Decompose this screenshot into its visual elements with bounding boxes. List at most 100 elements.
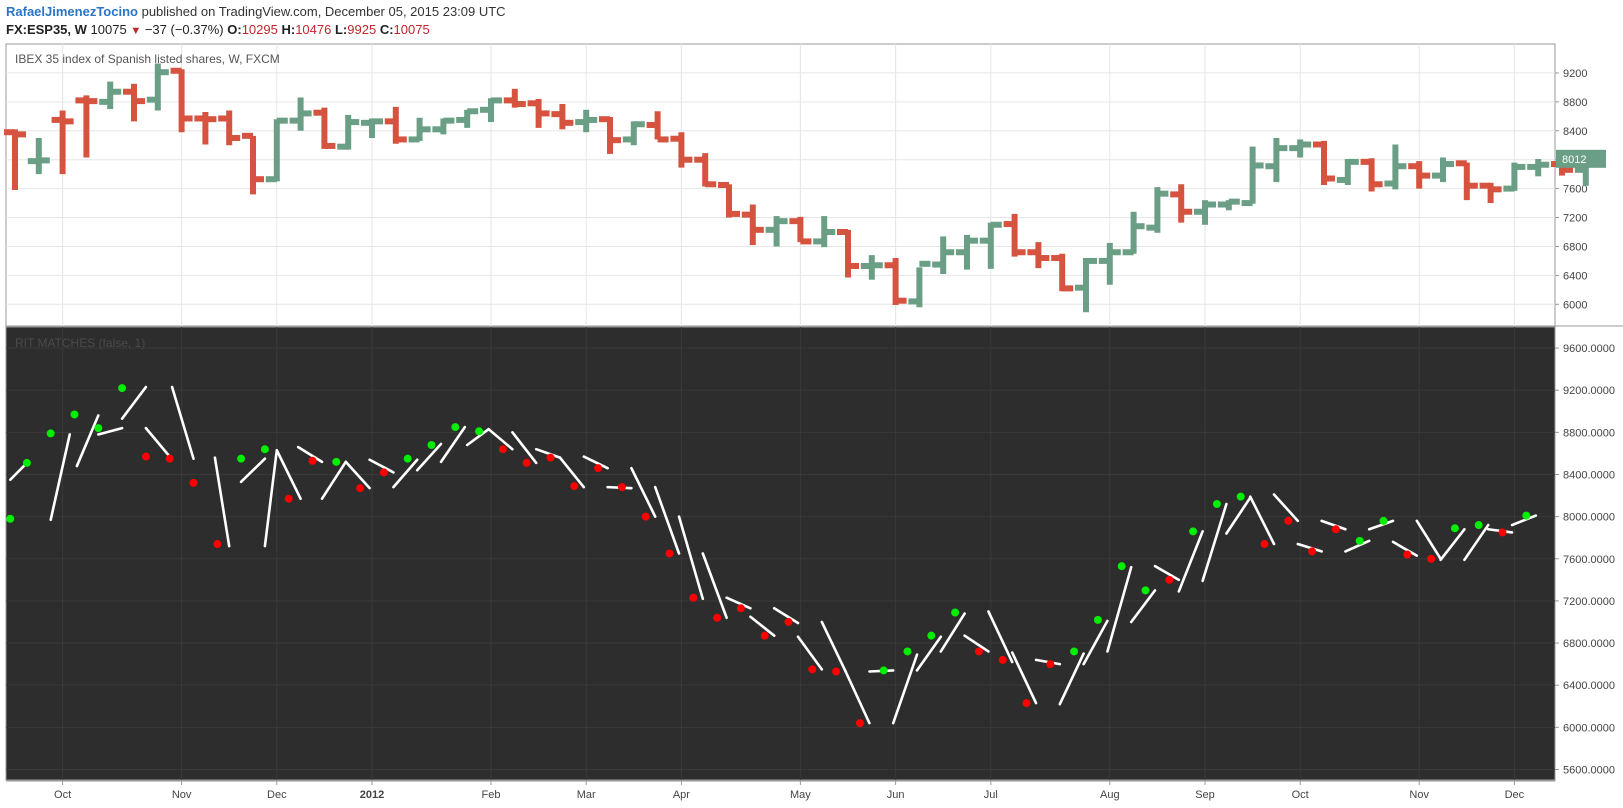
green-match-point — [927, 631, 936, 640]
indicator-line-segment — [49, 433, 72, 522]
indicator-line-segment — [1320, 519, 1347, 531]
red-match-point — [213, 540, 222, 549]
indicator-pane — [5, 326, 1556, 781]
price-y-tick-label: 7200 — [1563, 213, 1587, 225]
indicator-line-segment — [344, 460, 371, 490]
red-match-point — [665, 549, 674, 558]
indicator-line-segment — [239, 457, 267, 484]
red-match-point — [1165, 575, 1174, 584]
red-match-point — [141, 452, 150, 461]
x-tick-label: Sep — [1195, 789, 1215, 801]
x-tick-label: Dec — [1505, 789, 1525, 801]
red-match-point — [1046, 660, 1055, 669]
green-match-point — [22, 458, 31, 467]
red-match-point — [1403, 550, 1412, 559]
green-match-point — [332, 457, 341, 466]
x-tick-label: 2012 — [360, 789, 384, 801]
green-match-point — [1117, 562, 1126, 571]
x-tick-label: Nov — [1409, 789, 1429, 801]
indicator-line-segment — [1177, 530, 1204, 593]
red-match-point — [1022, 699, 1031, 708]
green-match-point — [260, 445, 269, 454]
x-tick-label: Jul — [984, 789, 998, 801]
low-label: L: — [334, 22, 348, 37]
indicator-line-segment — [170, 385, 195, 460]
down-triangle-icon: ▼ — [130, 25, 142, 37]
indicator-line-segment — [263, 448, 279, 548]
indicator-line-segment — [415, 442, 443, 472]
indicator-line-segment — [677, 515, 705, 601]
indicator-line-segment — [97, 426, 124, 436]
red-match-point — [760, 631, 769, 640]
indicator-line-segment — [1010, 651, 1038, 705]
x-tick-label: Oct — [1292, 789, 1309, 801]
indicator-y-tick-label: 6000.0000 — [1563, 722, 1615, 734]
x-tick-label: Mar — [577, 789, 596, 801]
red-match-point — [522, 458, 531, 467]
red-match-point — [832, 667, 841, 676]
indicator-line-segment — [511, 431, 538, 465]
red-match-point — [998, 655, 1007, 664]
x-tick-label: Nov — [172, 789, 192, 801]
indicator-line-segment — [534, 447, 562, 459]
indicator-y-tick-label: 8000.0000 — [1563, 512, 1615, 524]
red-match-point — [1498, 528, 1507, 537]
indicator-line-segment — [653, 485, 681, 555]
indicator-line-segment — [1106, 565, 1133, 653]
price-y-tick-label: 6800 — [1563, 241, 1587, 253]
green-match-point — [70, 410, 79, 419]
x-tick-label: Oct — [54, 789, 71, 801]
indicator-line-segment — [120, 385, 148, 420]
green-match-point — [1355, 536, 1364, 545]
indicator-line-segment — [891, 653, 919, 725]
green-match-point — [403, 454, 412, 463]
indicator-line-segment — [796, 635, 824, 671]
indicator-line-segment — [465, 427, 490, 447]
green-match-point — [1450, 524, 1459, 533]
green-match-point — [118, 384, 127, 393]
indicator-line-segment — [630, 466, 657, 518]
red-match-point — [855, 719, 864, 728]
price-y-tick-label: 6000 — [1563, 299, 1587, 311]
price-y-tick-label: 7600 — [1563, 184, 1587, 196]
indicator-line-segment — [1129, 589, 1157, 624]
indicator-line-segment — [296, 445, 324, 464]
symbol-info-bar: FX:ESP35, W 10075 ▼ −37 (−0.37%) O:10295… — [6, 22, 430, 37]
indicator-line-segment — [392, 458, 419, 489]
red-match-point — [617, 483, 626, 492]
symbol-label: FX:ESP35, W — [6, 22, 87, 37]
green-match-point — [427, 440, 436, 449]
indicator-line-segment — [275, 448, 302, 501]
red-match-point — [689, 593, 698, 602]
author-link[interactable]: RafaelJimenezTocino — [6, 4, 138, 19]
indicator-line-segment — [749, 615, 776, 637]
x-tick-label: May — [790, 789, 811, 801]
red-match-point — [570, 482, 579, 491]
x-tick-label: Dec — [267, 789, 287, 801]
ohlc-bars — [4, 63, 1597, 313]
price-change: −37 (−0.37%) — [144, 22, 224, 37]
price-pane — [5, 43, 1556, 327]
indicator-pane-title: RIT MATCHES (false, 1) — [15, 336, 145, 350]
green-match-point — [46, 429, 55, 438]
indicator-line-segment — [1510, 514, 1538, 527]
green-match-point — [475, 427, 484, 436]
green-match-point — [1236, 492, 1245, 501]
price-y-tick-label: 9200 — [1563, 68, 1587, 80]
red-match-point — [713, 613, 722, 622]
green-match-point — [879, 666, 888, 675]
indicator-line-segment — [939, 612, 966, 653]
last-price-badge — [1556, 149, 1606, 168]
close-label: C: — [379, 22, 394, 37]
price-y-tick-label: 8800 — [1563, 97, 1587, 109]
green-match-point — [1379, 516, 1388, 525]
red-match-point — [546, 453, 555, 462]
indicator-line-segment — [144, 426, 171, 458]
indicator-line-segment — [844, 670, 871, 725]
red-match-point — [189, 478, 198, 487]
indicator-line-segment — [963, 634, 990, 653]
indicator-y-tick-label: 7600.0000 — [1563, 554, 1615, 566]
indicator-line-segment — [368, 458, 395, 474]
indicator-line-segment — [439, 425, 467, 464]
